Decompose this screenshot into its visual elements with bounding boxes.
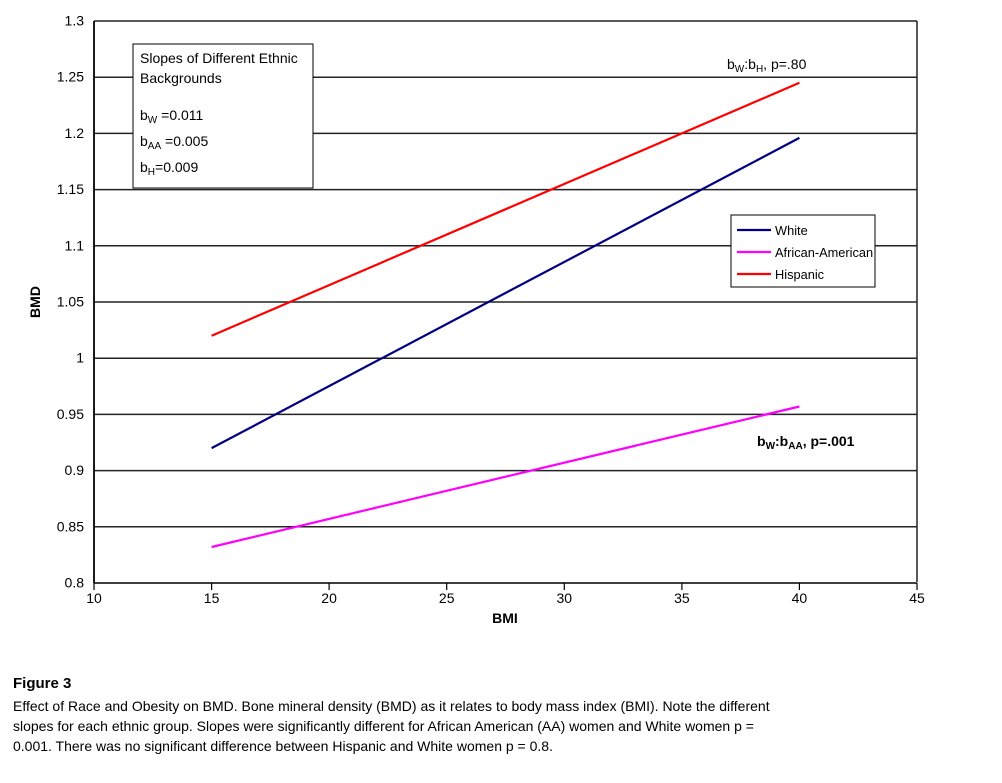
svg-text:1.05: 1.05 (57, 294, 84, 310)
svg-text:0.95: 0.95 (57, 406, 84, 422)
svg-text:Hispanic: Hispanic (775, 267, 825, 282)
svg-text:Backgrounds: Backgrounds (140, 70, 222, 86)
svg-text:35: 35 (674, 590, 690, 606)
svg-text:10: 10 (86, 590, 102, 606)
svg-text:1: 1 (76, 350, 84, 366)
svg-text:1.3: 1.3 (65, 13, 85, 29)
svg-text:1.25: 1.25 (57, 69, 84, 85)
svg-text:1.1: 1.1 (65, 237, 85, 253)
svg-text:40: 40 (792, 590, 808, 606)
svg-text:1.2: 1.2 (65, 125, 85, 141)
svg-text:30: 30 (557, 590, 573, 606)
svg-text:25: 25 (439, 590, 455, 606)
svg-text:BMD: BMD (27, 286, 43, 318)
svg-text:20: 20 (321, 590, 337, 606)
svg-text:0.9: 0.9 (65, 462, 85, 478)
svg-text:Slopes of Different Ethnic: Slopes of Different Ethnic (140, 50, 298, 66)
svg-text:BMI: BMI (492, 610, 518, 626)
svg-text:bW:bH, p=.80: bW:bH, p=.80 (727, 56, 807, 75)
svg-text:bW:bAA, p=.001: bW:bAA, p=.001 (757, 433, 855, 452)
svg-text:0.85: 0.85 (57, 518, 84, 534)
svg-text:White: White (775, 223, 808, 238)
svg-text:African-American: African-American (775, 245, 873, 260)
svg-text:15: 15 (204, 590, 220, 606)
svg-text:0.8: 0.8 (65, 575, 85, 591)
svg-text:1.15: 1.15 (57, 181, 84, 197)
svg-text:45: 45 (909, 590, 925, 606)
